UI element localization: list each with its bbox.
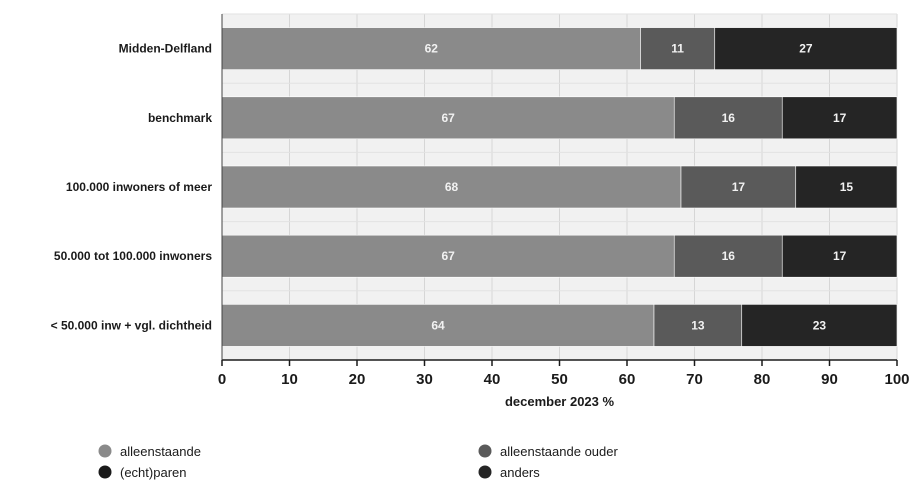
legend-swatch xyxy=(98,444,112,458)
category-labels: Midden-Delfland benchmark 100.000 inwoners… xyxy=(51,42,213,333)
bar-value-label: 15 xyxy=(840,180,854,194)
bar-value-label: 64 xyxy=(431,318,445,332)
category-label: 100.000 inwoners of meer xyxy=(66,180,212,194)
bar-value-label: 67 xyxy=(441,249,455,263)
bar-segment xyxy=(741,304,898,347)
category-label: benchmark xyxy=(148,111,212,125)
x-tick-label: 0 xyxy=(218,371,226,388)
x-tick-label: 80 xyxy=(754,371,771,388)
bar-segment xyxy=(673,234,783,278)
legend-swatch xyxy=(478,444,492,458)
category-label: < 50.000 inw + vgl. dichtheid xyxy=(51,318,212,332)
x-tick-label: 10 xyxy=(281,371,298,388)
bar-value-label: 16 xyxy=(722,111,736,125)
bar-segment xyxy=(781,96,898,140)
x-tick-label: 90 xyxy=(821,371,838,388)
category-label: 50.000 tot 100.000 inwoners xyxy=(54,249,212,263)
bar-value-label: 13 xyxy=(691,318,705,332)
x-tick-label: 20 xyxy=(349,371,366,388)
legend-label: (echt)paren xyxy=(120,465,186,480)
x-axis: 0 10 20 30 40 50 60 70 80 90 100 xyxy=(218,14,910,388)
bar-value-label: 27 xyxy=(799,42,813,56)
bar-segment xyxy=(795,165,898,209)
bar-segment xyxy=(680,165,797,209)
bar-segment xyxy=(781,234,898,278)
bar-segment xyxy=(221,165,682,209)
bar-segment xyxy=(221,27,641,70)
bar-value-label: 67 xyxy=(441,111,455,125)
bar-segment xyxy=(714,27,898,70)
bar-value-label: 17 xyxy=(732,180,746,194)
x-axis-title: december 2023 % xyxy=(505,394,615,409)
bar-value-label: 16 xyxy=(722,249,736,263)
bar-segment xyxy=(653,304,743,347)
x-tick-label: 60 xyxy=(619,371,636,388)
legend-label: anders xyxy=(500,465,540,480)
bar-segment xyxy=(640,27,716,70)
bar-value-label: 62 xyxy=(425,42,439,56)
category-label: Midden-Delfland xyxy=(119,42,212,56)
x-tick-label: 40 xyxy=(484,371,501,388)
x-tick-label: 30 xyxy=(416,371,433,388)
bar-value-label: 11 xyxy=(671,42,684,56)
x-tick-label: 50 xyxy=(551,371,568,388)
legend: alleenstaande alleenstaande ouder (echt)pa… xyxy=(98,444,618,480)
bar-value-label: 23 xyxy=(813,318,827,332)
legend-swatch xyxy=(478,465,492,479)
bar-group: 62 11 27 67 16 17 68 17 15 67 16 17 64 13 23 xyxy=(221,27,898,347)
bar-segment xyxy=(221,234,675,278)
legend-label: alleenstaande xyxy=(120,444,201,459)
bar-value-label: 68 xyxy=(445,180,459,194)
bar-value-label: 17 xyxy=(833,111,847,125)
bar-segment xyxy=(221,304,655,347)
legend-label: alleenstaande ouder xyxy=(500,444,618,459)
x-tick-label: 70 xyxy=(686,371,703,388)
x-tick-label: 100 xyxy=(884,371,909,388)
bar-segment xyxy=(221,96,675,140)
legend-swatch xyxy=(98,465,112,479)
bar-value-label: 17 xyxy=(833,249,847,263)
